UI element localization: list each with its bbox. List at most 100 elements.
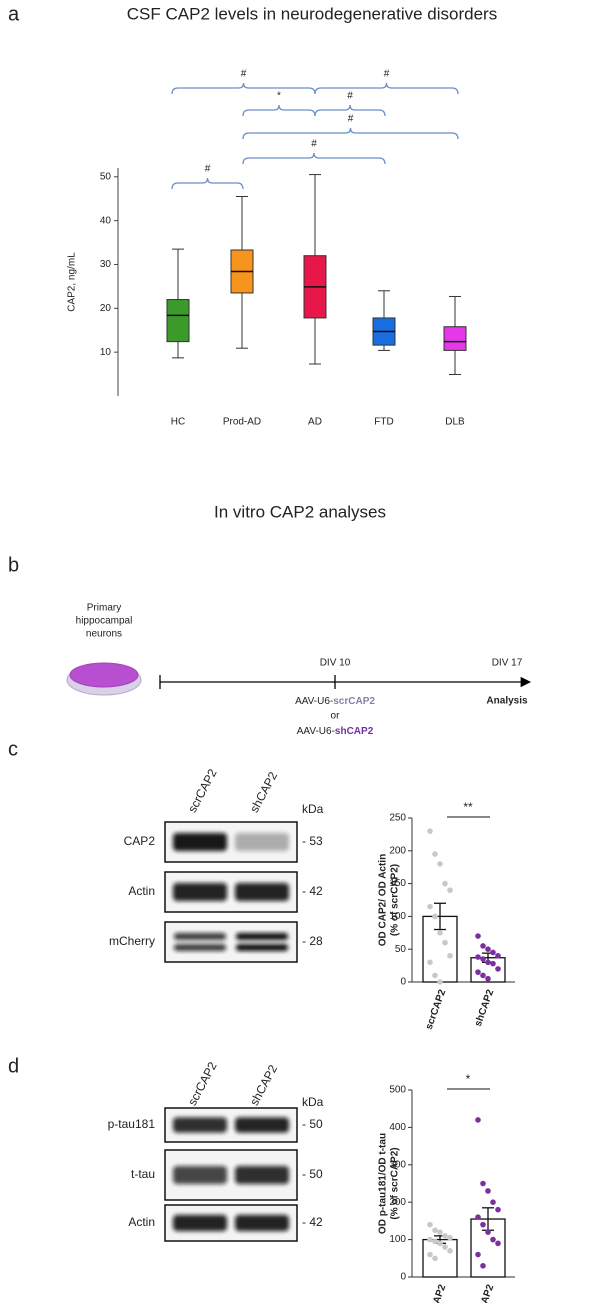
x-tick-label: Prod-AD [223, 417, 261, 428]
x-tick-label: shCAP2 [473, 988, 497, 1028]
vector: AAV-U6-shCAP2 [297, 726, 374, 737]
significance-label: * [466, 1072, 471, 1086]
row-label: Actin [128, 1215, 155, 1229]
kda-label: - 53 [302, 834, 323, 848]
kda-label: - 42 [302, 1215, 323, 1229]
y-tick-label: 50 [100, 171, 112, 182]
data-point [475, 1214, 481, 1220]
timepoint: DIV 10 [320, 658, 351, 669]
y-tick-label: 20 [100, 303, 112, 314]
section-title: In vitro CAP2 analyses [214, 502, 386, 521]
significance-label: # [348, 114, 354, 125]
box [166, 299, 190, 343]
y-tick-label: 200 [389, 1197, 406, 1208]
data-point [475, 1251, 481, 1258]
data-point [475, 954, 481, 960]
blot-band [235, 833, 289, 851]
data-point [447, 1248, 453, 1254]
x-tick-label: scrCAP2 [424, 1283, 449, 1303]
kda-label: - 28 [302, 934, 323, 948]
y-axis-label: OD CAP2/ OD Actin [378, 854, 389, 946]
significance-label: # [311, 139, 317, 150]
lane-label: scrCAP2 [185, 1059, 220, 1108]
panel-label: d [8, 1055, 19, 1077]
data-point [437, 861, 443, 867]
data-point [475, 933, 481, 939]
data-point [442, 880, 448, 887]
data-point [480, 1262, 486, 1269]
blot-band [235, 1117, 289, 1133]
y-tick-label: 100 [389, 1234, 406, 1245]
y-tick-label: 0 [400, 977, 406, 988]
data-point [432, 1255, 438, 1262]
data-point [475, 969, 481, 975]
y-axis-label: OD p-tau181/OD t-tau [378, 1133, 389, 1234]
data-point [480, 943, 486, 949]
data-point [485, 946, 491, 952]
data-point [432, 851, 438, 857]
blot-band [236, 944, 288, 951]
row-label: Actin [128, 884, 155, 898]
significance-bracket [242, 127, 459, 140]
data-point [480, 972, 486, 979]
cell-label: Primary [87, 603, 121, 614]
data-point [427, 828, 433, 834]
data-point [447, 1234, 453, 1241]
x-tick-label: HC [171, 417, 185, 428]
bar [470, 1218, 506, 1278]
blot-frame [164, 921, 298, 963]
vector-prefix: AAV-U6- [295, 696, 333, 707]
y-tick-label: 50 [395, 944, 407, 955]
significance-bracket [242, 104, 316, 117]
significance-label: # [205, 164, 211, 175]
blot-band [174, 944, 226, 951]
data-point [432, 1227, 438, 1234]
blot-band [173, 1166, 227, 1184]
data-point [427, 1221, 433, 1228]
data-point [427, 903, 433, 910]
x-tick-label: shCAP2 [473, 1283, 497, 1303]
blot-band [236, 933, 288, 940]
data-point [480, 1180, 486, 1187]
data-point [427, 1251, 433, 1258]
data-point [442, 1244, 448, 1250]
data-point [447, 887, 453, 893]
data-point [432, 913, 438, 920]
data-point [437, 1240, 443, 1247]
vector-name: shCAP2 [335, 726, 374, 737]
x-tick-label: DLB [445, 417, 465, 428]
data-point [490, 960, 496, 967]
data-point [475, 1117, 481, 1123]
significance-label: ** [463, 800, 473, 814]
blot-band [173, 883, 227, 901]
cell-label: neurons [86, 629, 122, 640]
vector-prefix: AAV-U6- [297, 726, 335, 737]
blot-band [173, 833, 227, 851]
kda-label: - 42 [302, 884, 323, 898]
conjunction: or [331, 711, 341, 722]
significance-label: # [384, 69, 390, 80]
significance-bracket [314, 104, 386, 117]
lane-label: scrCAP2 [185, 766, 220, 815]
data-point [437, 930, 443, 936]
dish-cells [69, 662, 139, 688]
y-tick-label: 30 [100, 259, 112, 270]
data-point [447, 952, 453, 959]
y-tick-label: 40 [100, 215, 112, 226]
y-tick-label: 0 [400, 1272, 406, 1283]
y-axis-label: CAP2, ng/mL [67, 252, 78, 312]
y-tick-label: 150 [389, 878, 406, 889]
data-point [495, 1240, 501, 1247]
lane-label: shCAP2 [247, 1062, 280, 1108]
chart-title: CSF CAP2 levels in neurodegenerative dis… [127, 4, 497, 23]
data-point [490, 1199, 496, 1205]
box [443, 326, 467, 351]
data-point [437, 1229, 443, 1235]
data-point [485, 959, 491, 966]
y-tick-label: 300 [389, 1159, 406, 1170]
y-tick-label: 100 [389, 911, 406, 922]
x-tick-label: scrCAP2 [424, 988, 449, 1031]
significance-label: * [277, 91, 281, 102]
data-point [427, 1236, 433, 1243]
timeline: Primary hippocampal neurons DIV 10 DIV 1… [66, 603, 532, 737]
